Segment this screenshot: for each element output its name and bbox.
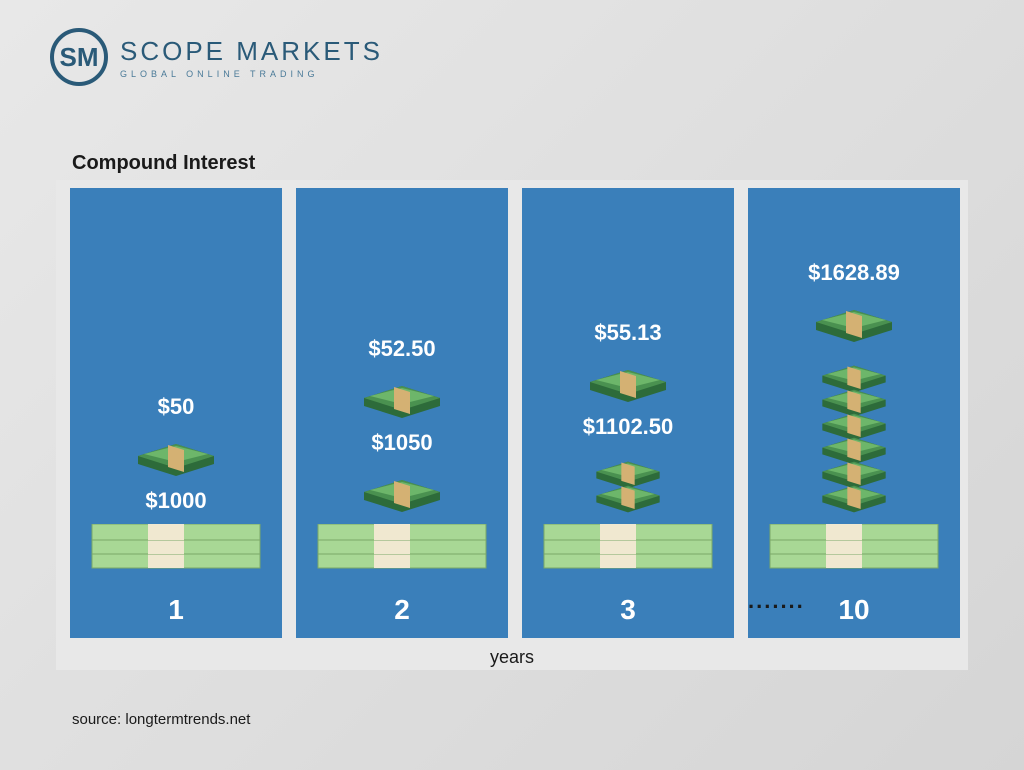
interest-label: $50 <box>158 394 195 420</box>
money-stack-group <box>808 354 900 514</box>
money-stack-icon <box>130 430 222 478</box>
logo-text: SCOPE MARKETS GLOBAL ONLINE TRADING <box>120 36 383 79</box>
logo-initials: SM <box>60 42 99 73</box>
base-money-icon <box>88 524 264 572</box>
brand-logo: SM SCOPE MARKETS GLOBAL ONLINE TRADING <box>50 28 383 86</box>
interest-label: $52.50 <box>368 336 435 362</box>
interest-label: $55.13 <box>594 320 661 346</box>
money-stack-group <box>582 450 674 514</box>
brand-title: SCOPE MARKETS <box>120 36 383 67</box>
base-money-icon <box>314 524 490 572</box>
year-number: 3 <box>620 594 636 626</box>
compound-interest-chart: $50 $1000 <box>56 180 968 670</box>
bar-year-10: $1628.89 <box>748 188 960 638</box>
bar-year-3: $55.13 $1102.50 <box>522 188 734 638</box>
money-stack-icon <box>356 466 448 514</box>
ellipsis: ....... <box>748 588 805 614</box>
logo-circle-icon: SM <box>50 28 108 86</box>
principal-label: $1050 <box>371 430 432 456</box>
base-money-icon <box>766 524 942 572</box>
money-stack-icon <box>808 296 900 344</box>
bar-group: $50 $1000 <box>70 188 960 638</box>
axis-label: years <box>490 647 534 668</box>
year-number: 2 <box>394 594 410 626</box>
year-number: 10 <box>838 594 869 626</box>
principal-label: $1102.50 <box>583 414 674 440</box>
year-number: 1 <box>168 594 184 626</box>
bar-year-1: $50 $1000 <box>70 188 282 638</box>
brand-subtitle: GLOBAL ONLINE TRADING <box>120 69 383 79</box>
base-money-icon <box>540 524 716 572</box>
money-stack-icon <box>356 372 448 420</box>
interest-label: $1628.89 <box>808 260 900 286</box>
source-text: source: longtermtrends.net <box>72 711 250 728</box>
money-stack-icon <box>582 356 674 404</box>
bar-year-2: $52.50 $1050 <box>296 188 508 638</box>
money-stack-icon <box>582 474 674 514</box>
principal-label: $1000 <box>145 488 206 514</box>
chart-title: Compound Interest <box>72 152 255 175</box>
money-stack-icon <box>808 474 900 514</box>
